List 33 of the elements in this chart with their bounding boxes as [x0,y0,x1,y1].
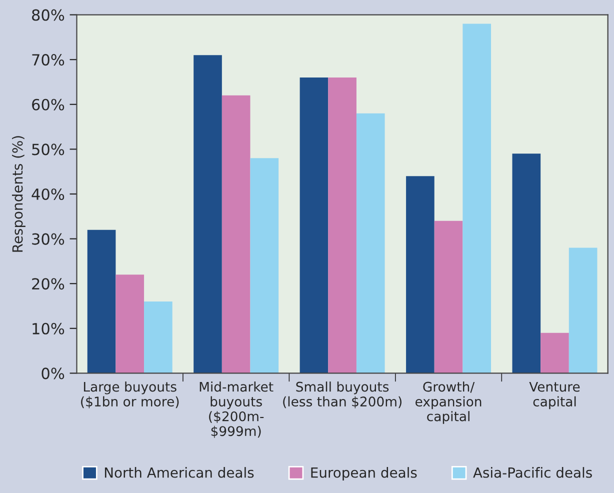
bar [462,24,492,374]
legend-label: Asia-Pacific deals [473,467,592,478]
bar [434,220,463,374]
bar [300,78,328,374]
legend-label: European deals [311,467,417,480]
bar [540,332,569,374]
x-tick-label: Growth/ expansion capital [416,382,482,424]
x-tick-label: Venture capital [529,382,580,410]
x-tick-label: Small buyouts (less than $200m) [283,382,402,408]
y-tick-label: 20% [32,278,64,290]
y-axis-title: Respondents (%) [12,136,26,252]
y-tick-label: 50% [32,144,64,156]
bar [568,248,598,374]
y-tick-label: 60% [32,98,64,110]
bar [356,113,385,374]
y-tick-label: 0% [42,368,64,380]
y-tick-label: 10% [32,322,64,334]
y-tick-label: 80% [32,9,64,21]
x-tick-label: Large buyouts ($1bn or more) [81,382,179,408]
bar [87,230,116,374]
bar [222,95,250,374]
bar [406,176,434,374]
bar [144,302,172,374]
legend-label: North American deals [104,467,254,478]
bar [512,154,541,374]
y-tick-label: 30% [32,233,64,245]
bar [116,274,144,374]
y-tick-label: 40% [32,188,64,200]
bar [194,55,222,374]
bar [250,158,279,374]
x-tick-label: Mid-market buyouts ($200m- $999m) [200,382,274,438]
y-tick-label: 70% [32,54,64,66]
bar [328,78,356,374]
